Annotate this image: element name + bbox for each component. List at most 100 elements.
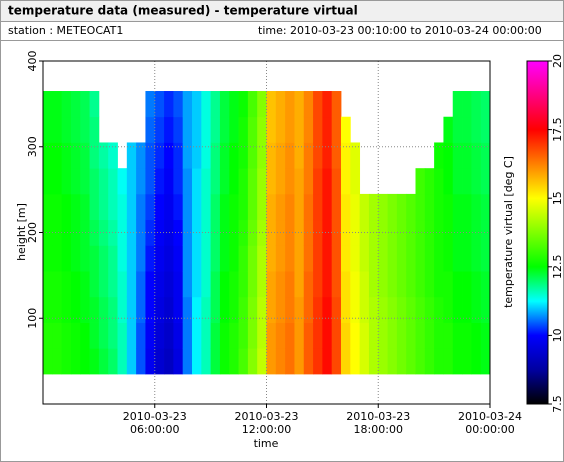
heat-cell [294,271,305,298]
heat-cell [266,193,277,221]
x-tick-label: 2010-03-23 12:00:00 [235,410,299,436]
heat-cell [108,245,118,272]
heat-cell [80,296,90,323]
heat-cell [294,168,305,195]
heat-cell [117,193,128,221]
heat-cell [350,168,361,195]
heat-cell [145,91,156,118]
heat-cell [275,193,286,221]
heat-cell [192,193,202,221]
heat-cell [145,168,156,195]
heat-cell [210,219,221,246]
heat-cell [331,168,342,195]
heat-cell [43,322,53,349]
heat-cell [173,245,184,272]
heat-cell [219,91,230,118]
heat-cell [406,322,416,349]
heat-cell [396,296,407,323]
heat-cell [52,348,63,375]
heat-cell [350,193,361,221]
heat-cell [406,219,416,246]
heat-cell [52,322,63,349]
heat-cell [331,296,342,323]
heat-cell [480,271,491,298]
heat-cell [471,245,482,272]
heat-cell [61,142,72,169]
heat-cell [350,245,361,272]
heat-cell [462,193,472,221]
heat-cell [43,142,53,169]
heat-cell [341,116,351,143]
heat-cell [257,168,267,195]
heat-cell [462,271,472,298]
heat-cell [480,168,491,195]
heat-cell [247,296,258,323]
heat-cell [136,142,146,169]
heat-cell [238,245,249,272]
heat-cell [313,142,323,169]
heat-cell [247,271,258,298]
heat-cell [52,245,63,272]
heat-cell [303,348,314,375]
y-tick-label: 400 [26,51,39,72]
heat-cell [443,296,454,323]
heat-cell [257,193,267,221]
heat-cell [294,219,305,246]
heat-cell [266,348,277,375]
heat-cell [275,116,286,143]
heat-cell [43,116,53,143]
heat-cell [322,296,333,323]
heat-cell [322,168,333,195]
heat-cell [182,116,193,143]
heat-cell [247,245,258,272]
heat-cell [415,245,426,272]
heat-cell [61,116,72,143]
heat-cell [164,271,174,298]
heat-cell [341,219,351,246]
heat-cell [89,296,100,323]
heat-cell [322,142,333,169]
heat-cell [443,271,454,298]
heat-cell [192,296,202,323]
heat-cell [61,245,72,272]
heat-cell [350,348,361,375]
heat-cell [434,271,444,298]
heat-cell [480,219,491,246]
heat-cell [238,271,249,298]
heat-cell [70,142,81,169]
heat-cell [145,296,156,323]
heat-cell [70,91,81,118]
heat-cell [247,116,258,143]
heat-cell [303,322,314,349]
heat-cell [378,271,388,298]
heat-cell [285,193,295,221]
heat-cell [396,219,407,246]
heat-cell [238,296,249,323]
heat-cell [201,91,212,118]
heat-cell [238,168,249,195]
heat-cell [43,296,53,323]
heat-cell [43,193,53,221]
heat-cell [424,245,435,272]
heat-cell [145,322,156,349]
heat-cell [266,296,277,323]
heat-cell [201,271,212,298]
heat-cell [70,193,81,221]
heat-cell [182,271,193,298]
heat-cell [331,142,342,169]
heat-cell [368,348,379,375]
heat-cell [313,168,323,195]
heat-cell [80,322,90,349]
heat-cell [238,91,249,118]
heat-cell [480,245,491,272]
heat-cell [145,219,156,246]
heat-cell [164,142,174,169]
heat-cell [98,322,109,349]
heat-cell [52,193,63,221]
heat-cell [108,168,118,195]
heat-cell [257,271,267,298]
heat-cell [136,322,146,349]
heat-cell [173,348,184,375]
heat-cell [117,168,128,195]
heat-cell [257,91,267,118]
